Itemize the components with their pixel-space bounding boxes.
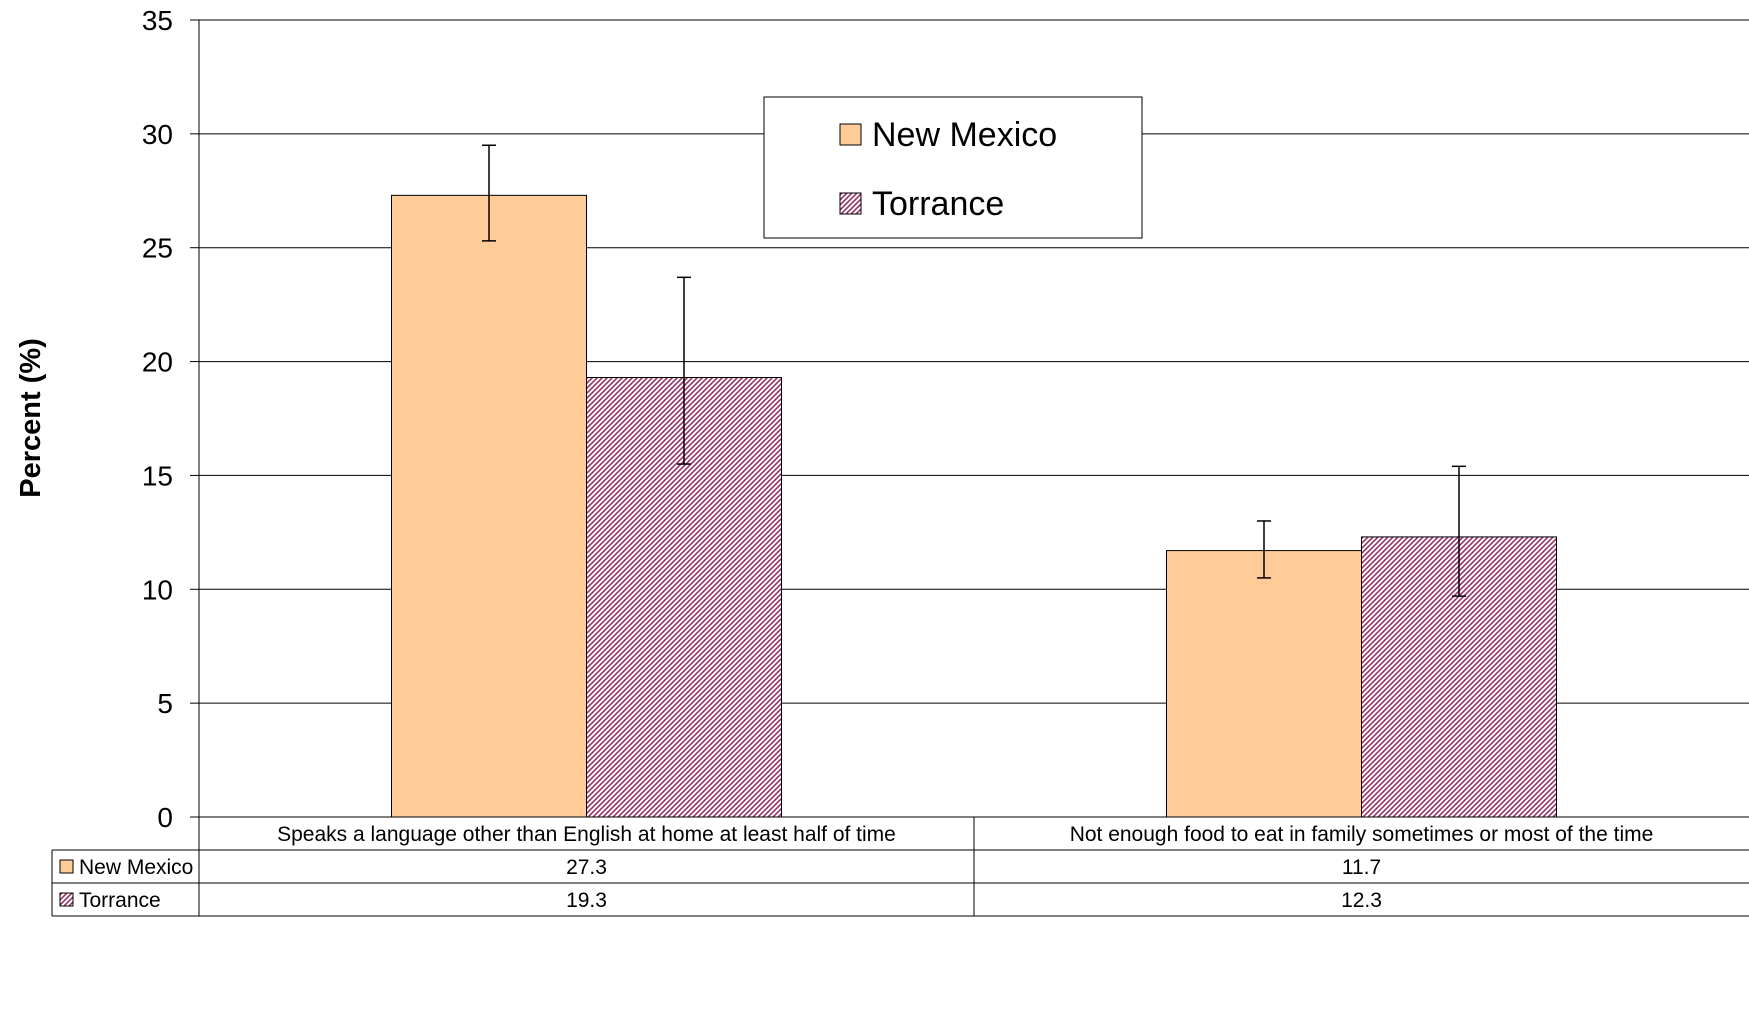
table-value: 12.3 [1341, 889, 1382, 912]
bar-new-mexico [391, 194, 587, 818]
table-series-name: New Mexico [79, 856, 193, 879]
table-value: 11.7 [1342, 856, 1381, 879]
table-legend-swatch [59, 859, 74, 874]
legend-label: New Mexico [872, 116, 1057, 154]
legend-swatch [839, 123, 862, 146]
data-table: Speaks a language other than English at … [51, 816, 1749, 917]
table-series-name: Torrance [79, 889, 161, 912]
y-tick-label: 35 [142, 5, 173, 36]
legend: New Mexico Torrance [763, 96, 1143, 239]
table-value: 27.3 [566, 856, 607, 879]
legend-swatch [839, 192, 862, 215]
table-legend-swatch [59, 892, 74, 907]
y-axis-ticks: 0 5 10 15 20 25 30 35 [142, 5, 200, 833]
category-label: Not enough food to eat in family sometim… [1070, 823, 1654, 846]
y-tick-label: 15 [142, 460, 173, 491]
bar-new-mexico [1166, 550, 1362, 818]
bars [391, 194, 1557, 818]
y-tick-label: 10 [142, 574, 173, 605]
category-label: Speaks a language other than English at … [277, 823, 896, 846]
y-tick-label: 5 [157, 688, 173, 719]
legend-label: Torrance [872, 185, 1004, 223]
y-tick-label: 25 [142, 233, 173, 264]
y-axis-label: Percent (%) [15, 338, 47, 498]
table-value: 19.3 [566, 889, 607, 912]
y-tick-label: 20 [142, 347, 173, 378]
y-tick-label: 30 [142, 119, 173, 150]
y-tick-label: 0 [157, 802, 173, 833]
error-bars [482, 144, 1466, 597]
legend-box [763, 96, 1143, 239]
